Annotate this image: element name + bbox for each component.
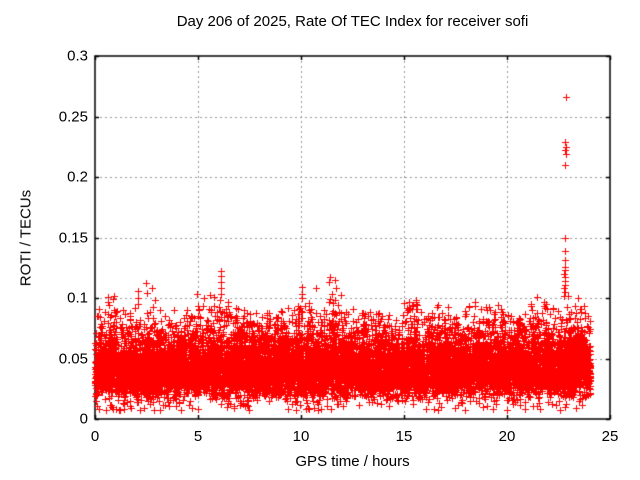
y-tick-label: 0.2 (67, 168, 88, 186)
y-tick-label: 0.25 (58, 108, 88, 125)
x-tick-label: 0 (90, 428, 100, 445)
x-tick-label: 25 (601, 428, 619, 445)
chart-title: Day 206 of 2025, Rate Of TEC Index for r… (176, 13, 529, 30)
y-tick-label: 0 (79, 410, 88, 428)
x-axis-title: GPS time / hours (295, 453, 410, 470)
y-axis-title: ROTI / TECUs (17, 189, 35, 287)
y-tick-label: 0.1 (67, 289, 88, 307)
y-tick-label: 0.15 (58, 229, 88, 246)
x-tick-label: 5 (193, 428, 203, 445)
y-tick-label: 0.3 (67, 47, 88, 65)
y-tick-label: 0.05 (58, 350, 88, 367)
x-tick-label: 10 (292, 428, 310, 445)
x-tick-label: 15 (395, 428, 413, 445)
x-tick-label: 20 (498, 428, 516, 445)
